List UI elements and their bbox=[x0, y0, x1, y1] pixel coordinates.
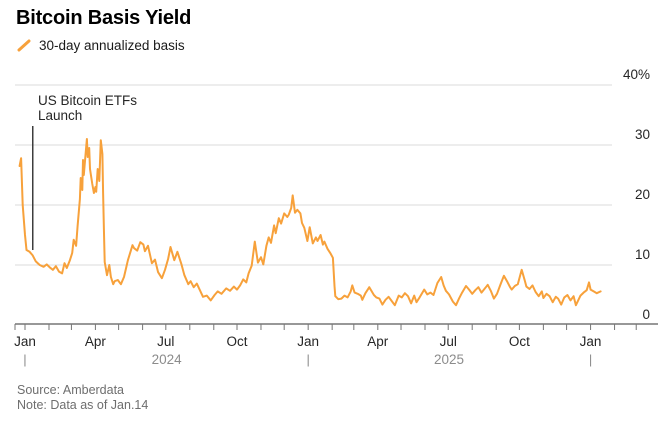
x-tick-label: Jan bbox=[580, 334, 602, 349]
x-tick-label: Oct bbox=[226, 334, 247, 349]
year-separator: | bbox=[589, 352, 592, 367]
x-tick-label: Apr bbox=[367, 334, 389, 349]
x-tick-label: Jul bbox=[440, 334, 457, 349]
y-tick-label: 0 bbox=[642, 307, 650, 322]
source-note: Source: Amberdata bbox=[17, 383, 125, 397]
etf-launch-annotation: US Bitcoin ETFs Launch bbox=[38, 93, 137, 123]
line-series-marker-icon bbox=[17, 39, 31, 52]
x-tick-label: Jul bbox=[157, 334, 174, 349]
y-tick-label: 30 bbox=[635, 127, 650, 142]
x-tick-label: Jan bbox=[297, 334, 319, 349]
year-separator: | bbox=[306, 352, 309, 367]
x-tick-label: Apr bbox=[85, 334, 107, 349]
annotation-line-1: US Bitcoin ETFs bbox=[38, 93, 138, 108]
footer: Source: Amberdata Note: Data as of Jan.1… bbox=[17, 383, 148, 412]
annotation-line-2: Launch bbox=[38, 108, 83, 123]
year-label: 2025 bbox=[434, 352, 464, 367]
y-tick-label: 40% bbox=[623, 67, 650, 82]
x-tick-label: Oct bbox=[509, 334, 530, 349]
page-title: Bitcoin Basis Yield bbox=[16, 7, 192, 29]
data-note: Note: Data as of Jan.14 bbox=[17, 397, 149, 412]
chart-line bbox=[18, 138, 602, 307]
year-label: 2024 bbox=[152, 352, 183, 367]
legend-label: 30-day annualized basis bbox=[39, 38, 185, 53]
year-separator: | bbox=[23, 352, 26, 367]
y-tick-label: 10 bbox=[635, 247, 650, 262]
x-tick-label: Jan bbox=[14, 334, 36, 349]
legend: 30-day annualized basis bbox=[17, 38, 185, 53]
y-tick-label: 20 bbox=[635, 187, 650, 202]
